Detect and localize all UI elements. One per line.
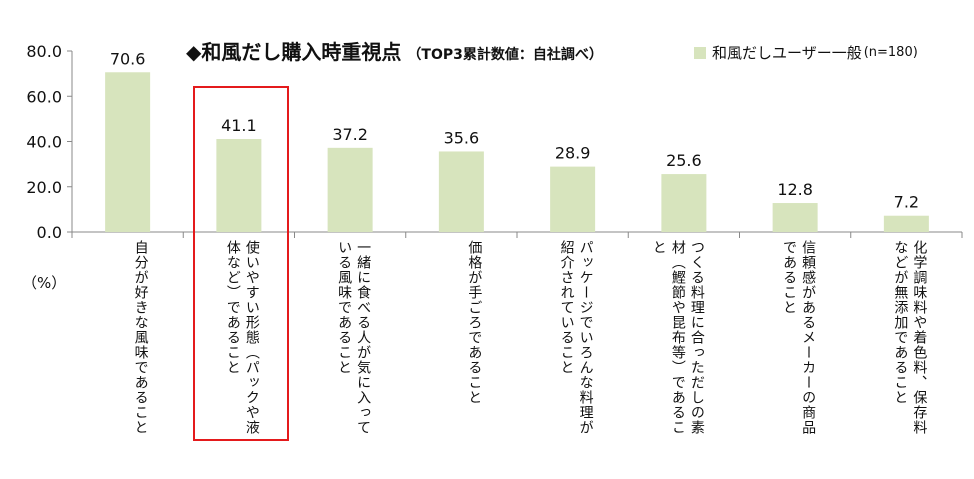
unit-label: （%）: [22, 274, 67, 292]
value-label: 25.6: [666, 151, 702, 170]
value-label: 70.6: [110, 49, 146, 68]
y-axis: 80.0 60.0 40.0 20.0 0.0: [26, 42, 963, 242]
y-tick-label: 20.0: [26, 178, 62, 197]
value-label: 7.2: [894, 193, 919, 212]
bar: [438, 151, 484, 232]
chart-title-main: ◆和風だし購入時重視点: [186, 40, 402, 64]
bar: [883, 215, 929, 232]
bar: [772, 203, 818, 232]
value-labels: 70.6 41.1 37.2 35.6 28.9 25.6 12.8 7.2: [110, 49, 919, 211]
y-tick-label: 40.0: [26, 133, 62, 152]
bar: [327, 147, 373, 232]
legend: 和風だしユーザー一般 (n=180): [694, 42, 918, 63]
y-tick-label: 60.0: [26, 87, 62, 106]
category-label: 価格が手ごろであること: [466, 240, 483, 405]
category-label: 使いやすい形態（パックや液体など）であること: [224, 240, 260, 435]
y-tick-label: 80.0: [26, 42, 62, 61]
value-label: 28.9: [555, 144, 591, 163]
bar: [105, 72, 151, 232]
category-label: 自分が好きな風味であること: [132, 240, 149, 435]
value-label: 12.8: [777, 180, 813, 199]
y-tick-label: 0.0: [37, 223, 62, 242]
legend-note: (n=180): [863, 45, 918, 60]
category-label: つくる料理に合っただしの素材（鰹節や昆布等）であること: [650, 240, 705, 435]
category-label: 一緒に食べる人が気に入っている風味であること: [336, 240, 372, 435]
legend-label: 和風だしユーザー一般: [712, 44, 862, 62]
legend-swatch: [694, 46, 706, 59]
highlight-box: [193, 86, 289, 441]
category-label: パッケージでいろんな料理が紹介されていること: [558, 240, 594, 435]
value-label: 41.1: [221, 116, 257, 135]
category-label: 信頼感があるメーカーの商品であること: [781, 240, 817, 435]
chart-title: ◆和風だし購入時重視点 （TOP3累計数値：自社調べ）: [186, 36, 603, 65]
category-label: 化学調味料や着色料、保存料などが無添加であること: [892, 240, 928, 435]
value-label: 35.6: [444, 128, 480, 147]
bar: [550, 166, 596, 232]
bars: [105, 72, 929, 232]
value-label: 37.2: [332, 125, 368, 144]
chart-subtitle: （TOP3累計数値：自社調べ）: [407, 47, 603, 63]
bar: [216, 139, 262, 232]
bar: [661, 174, 707, 232]
